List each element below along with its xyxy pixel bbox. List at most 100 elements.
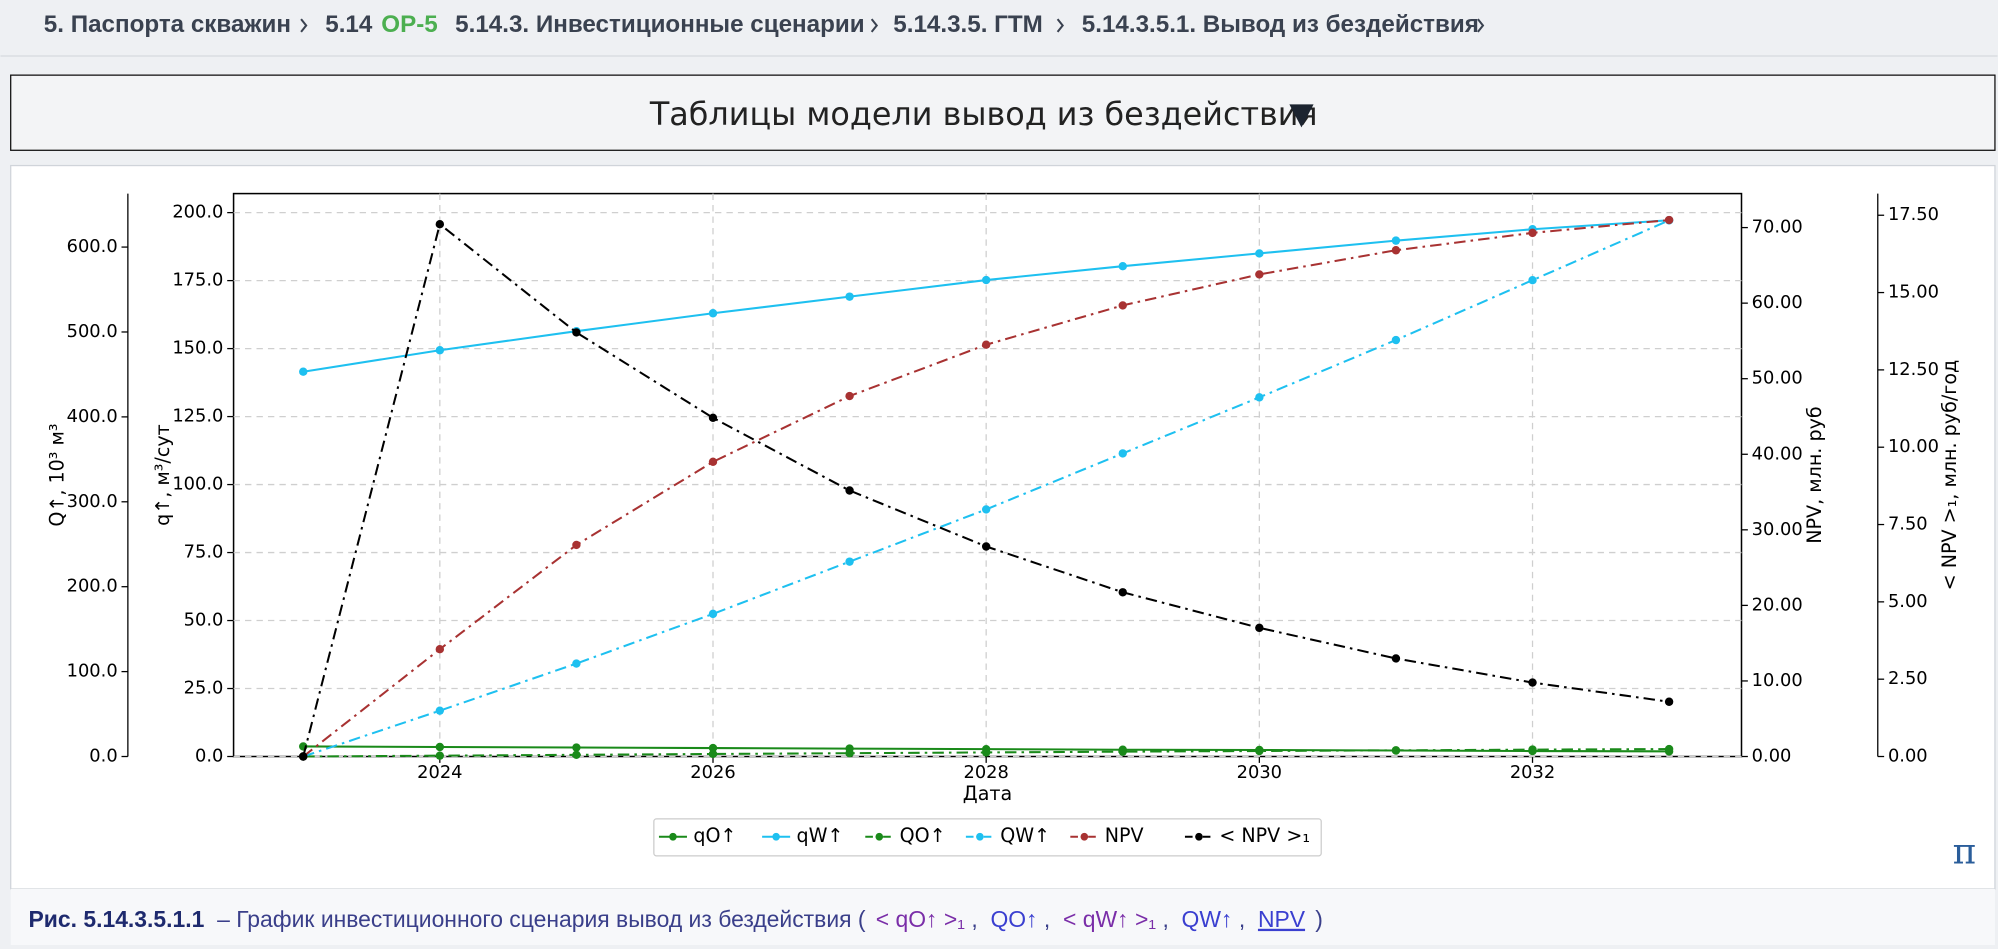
data-point [1528,228,1537,238]
y-tick-label: 7.50 [1888,514,1928,535]
crumb[interactable]: 5.14.3. Инвестиционные сценарии [455,11,864,38]
y-tick-label: 30.00 [1752,519,1803,540]
caption-separator: , [1239,906,1245,932]
caption-link[interactable]: QW↑ [1182,906,1233,932]
data-point [299,367,308,376]
y-tick-label: 175.0 [172,270,223,291]
data-point [1391,335,1401,345]
data-point [981,748,991,757]
chevron [870,18,879,33]
y-tick-label: 50.0 [184,610,224,631]
chevron [1477,18,1485,33]
y-tick-label: 10.00 [1752,670,1803,691]
y-tick-label: 150.0 [172,338,223,359]
crumb[interactable]: 5.14 [325,11,373,38]
y-tick-label: 15.00 [1888,282,1939,303]
data-point [1118,747,1127,756]
caption-link[interactable]: NPV [1258,906,1306,932]
data-point [981,275,991,285]
y-tick-label: 100.0 [67,661,118,682]
y-tick-label: 0.0 [195,746,223,767]
plot-frame [232,192,1743,758]
y-tick-label: 0.00 [1888,746,1928,767]
data-point [435,742,445,752]
data-point [708,457,718,467]
pi-icon[interactable]: π [1953,832,1976,873]
data-point [1528,275,1537,285]
caption-link[interactable]: < qW↑ >₁ [1063,906,1156,932]
y-tick-label: 600.0 [67,236,118,257]
y-tick-label: 40.00 [1752,443,1803,464]
breadcrumb: 5. Паспорта скважин 5.14 ОР-5 5.14.3. Ин… [44,11,1485,38]
legend: qO↑ qW↑ QO↑ QW↑ NPV < NPV >₁ [653,818,1322,857]
y-tick-label: 5.00 [1888,591,1928,612]
y-tick-label: 400.0 [67,406,118,427]
data-point [435,220,445,229]
data-point [299,752,308,761]
y-axis-label: q↑, м³/сут [151,424,174,526]
y-tick-label: 25.0 [184,678,224,699]
crumb[interactable]: 5.14.3.5.1. Вывод из бездействия [1082,11,1479,38]
data-point [435,751,445,760]
data-point [572,743,581,752]
data-point [1118,261,1127,271]
data-point [845,391,854,401]
y-tick-label: 0.0 [89,746,117,767]
data-point [1391,654,1401,663]
data-point [845,557,854,566]
y-axis-label: NPV, млн. руб [1803,406,1826,543]
y-tick-label: 2.50 [1888,668,1928,689]
data-point [1391,236,1401,245]
x-tick-label: 2024 [417,762,462,783]
caption-link[interactable]: < qO↑ >₁ [876,906,965,932]
y-tick-label: 70.00 [1752,217,1803,238]
caption-separator: , [1044,906,1050,932]
y-tick-label: 75.0 [184,542,224,563]
data-point [572,659,581,668]
chevron [1056,18,1064,33]
chevron [300,18,308,33]
data-point [1664,215,1674,225]
data-point [1255,746,1264,756]
y-tick-label: 125.0 [172,406,223,427]
crumb[interactable]: ОР-5 [381,11,437,38]
header-title: Таблицы модели вывод из бездействия [649,95,1318,133]
y-tick-label: 17.50 [1888,204,1939,225]
y-tick-label: 200.0 [172,202,223,223]
caption: Рис. 5.14.3.5.1.1 – График инвестиционно… [29,906,1323,932]
data-point [1255,270,1264,279]
data-point [435,706,445,715]
x-tick-label: 2030 [1237,762,1282,783]
y-tick-label: 12.50 [1888,359,1939,380]
data-point [1255,393,1264,402]
data-point [435,346,445,355]
data-point [1255,249,1264,258]
y-tick-label: 20.00 [1752,594,1803,615]
legend-marker [1195,832,1203,841]
crumb[interactable]: 5.14.3.5. ГТМ [893,11,1043,38]
y-tick-label: 0.00 [1752,746,1792,767]
legend-label: qW↑ [797,824,844,847]
toggle-arrow [1289,104,1314,128]
caption-separator: , [1162,906,1168,932]
chart: 2024 2026 2028 2030 2032 Дата 0.0 25.0 50.0 75.0 1… [45,192,1961,857]
header[interactable]: Таблицы модели вывод из бездействия [10,74,1996,151]
caption-link[interactable]: QO↑ [990,906,1037,932]
data-point [708,309,718,318]
crumb[interactable]: 5. Паспорта скважин [44,11,291,38]
caption-close: ) [1315,906,1323,932]
data-point [1391,746,1401,755]
data-point [981,542,991,551]
legend-marker [1080,832,1089,841]
legend-marker [669,832,677,841]
header-box[interactable] [10,74,1996,151]
x-tick-label: 2026 [690,762,735,783]
y-tick-label: 10.00 [1888,436,1939,457]
data-point [708,609,718,619]
data-point [572,328,581,337]
x-tick-label: 2028 [963,762,1008,783]
data-point [1118,301,1127,310]
legend-label: QW↑ [1000,824,1050,847]
y-axis-label: < NPV >₁, млн. руб/год [1938,360,1961,591]
